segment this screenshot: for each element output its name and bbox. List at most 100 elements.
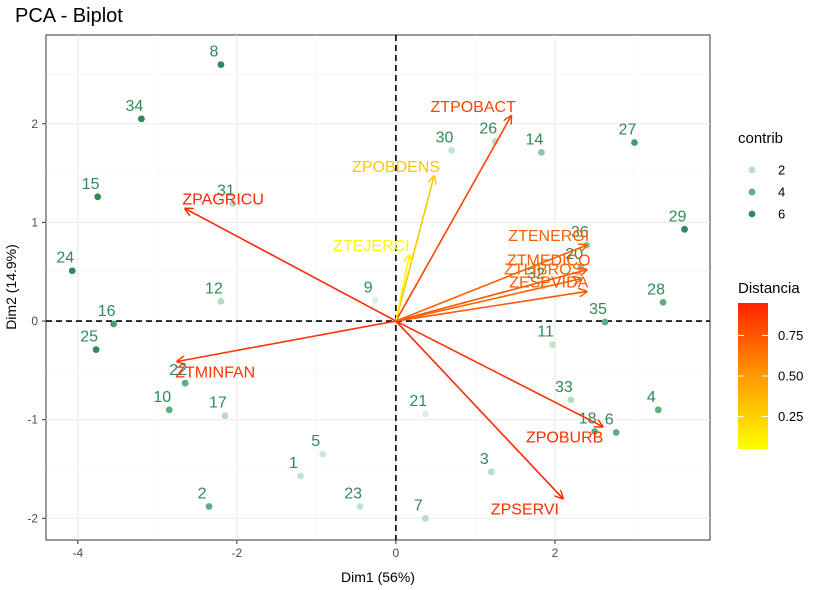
individual-label: 31: [217, 183, 235, 200]
individual-point: [487, 468, 495, 476]
individual-label: 33: [555, 379, 573, 396]
y-tick-label: -1: [27, 413, 38, 427]
variable-arrow: [395, 116, 511, 322]
x-tick-label: -2: [232, 546, 243, 560]
variable-arrow: [185, 209, 397, 322]
individual-point: [601, 318, 609, 326]
individual-point: [421, 514, 429, 522]
individual-label: 26: [479, 121, 497, 138]
variable-label: ZPOBURB: [526, 430, 603, 447]
x-axis-label: Dim1 (56%): [341, 569, 415, 585]
individual-point: [538, 148, 545, 156]
individual-label: 25: [80, 329, 98, 346]
individual-point: [221, 412, 229, 420]
individual-point: [94, 193, 102, 201]
individual-point: [631, 139, 638, 146]
individual-point: [165, 406, 173, 414]
variable-arrow: [395, 279, 581, 322]
plot-panel: [45, 34, 711, 541]
individual-label: 17: [209, 395, 227, 412]
individual-label: 12: [205, 280, 223, 297]
individual-label: 28: [647, 281, 665, 298]
individual-label: 29: [669, 208, 687, 225]
individual-label: 6: [605, 411, 614, 428]
x-tick-label: 2: [552, 546, 559, 560]
individual-labels: 1234567891011121415161718202122232425262…: [56, 44, 686, 515]
individual-label: 21: [409, 393, 427, 410]
variable-arrow: [395, 320, 603, 427]
variable-label: ZTMINFAN: [175, 364, 255, 381]
distance-legend-label: 0.25: [778, 409, 803, 424]
chart-title: PCA - Biplot: [15, 5, 123, 27]
individual-point: [421, 410, 429, 418]
variable-label: ZPSERVI: [491, 502, 559, 519]
individual-point: [567, 396, 575, 404]
zero-lines: [46, 35, 710, 540]
individual-label: 16: [98, 303, 116, 320]
individual-label: 27: [619, 122, 637, 139]
individual-point: [68, 267, 76, 275]
individual-label: 32: [527, 266, 545, 283]
variable-label: ZTPOBACT: [431, 99, 517, 116]
individual-label: 30: [436, 129, 454, 146]
individual-label: 11: [537, 324, 554, 341]
individual-label: 2: [198, 485, 207, 502]
individual-point: [371, 296, 379, 304]
contrib-legend-key: [748, 210, 756, 218]
individual-points: [68, 61, 688, 522]
individual-label: 24: [56, 250, 74, 267]
individual-point: [591, 428, 599, 435]
y-tick-label: -2: [27, 511, 38, 525]
individual-point: [448, 147, 455, 154]
y-tick-label: 0: [31, 314, 38, 328]
individual-label: 4: [647, 389, 656, 406]
variable-arrows: [177, 116, 602, 499]
individual-label: 1: [289, 455, 298, 472]
variable-label: ZTEJERCI: [333, 238, 409, 255]
distance-legend-label: 0.75: [778, 328, 803, 343]
variable-label: ZPAGRICU: [182, 192, 263, 209]
contrib-legend: contrib 2 4 6: [738, 130, 785, 222]
variable-label: ZTENERGI: [508, 228, 589, 245]
variable-arrow: [395, 255, 410, 322]
individual-point: [297, 472, 304, 480]
individual-label: 15: [82, 176, 100, 193]
individual-point: [319, 450, 327, 458]
variable-arrow: [395, 320, 563, 499]
variable-arrow: [395, 291, 587, 322]
individual-point: [138, 115, 145, 123]
individual-point: [181, 379, 189, 387]
individual-point: [217, 297, 225, 305]
x-tick-label: 0: [393, 546, 400, 560]
individual-label: 23: [344, 485, 362, 502]
y-tick-label: 1: [31, 215, 38, 229]
contrib-legend-label: 4: [778, 185, 785, 200]
contrib-legend-title: contrib: [738, 130, 783, 147]
individual-point: [612, 429, 620, 436]
individual-point: [356, 503, 364, 510]
variable-arrow: [395, 270, 587, 322]
distance-legend-title: Distancia: [738, 280, 800, 297]
individual-label: 14: [526, 131, 544, 148]
individual-label: 7: [414, 497, 423, 514]
distance-legend-label: 0.50: [778, 369, 803, 384]
individual-point: [92, 346, 100, 354]
individual-label: 9: [364, 279, 373, 296]
individual-label: 3: [480, 451, 489, 468]
individual-label: 10: [153, 389, 171, 406]
individual-point: [110, 320, 117, 328]
contrib-legend-label: 6: [778, 207, 785, 222]
y-axis-label: Dim2 (14.9%): [3, 244, 19, 330]
individual-point: [654, 406, 662, 414]
individual-label: 8: [209, 44, 218, 61]
variable-label: ZTMEDICO: [507, 253, 591, 270]
x-tick-label: -4: [72, 546, 83, 560]
individual-label: 34: [126, 98, 144, 115]
individual-point: [681, 225, 688, 233]
individual-point: [229, 200, 237, 208]
individual-label: 36: [571, 224, 589, 241]
individual-point: [549, 341, 556, 349]
variable-arrow: [395, 245, 587, 322]
